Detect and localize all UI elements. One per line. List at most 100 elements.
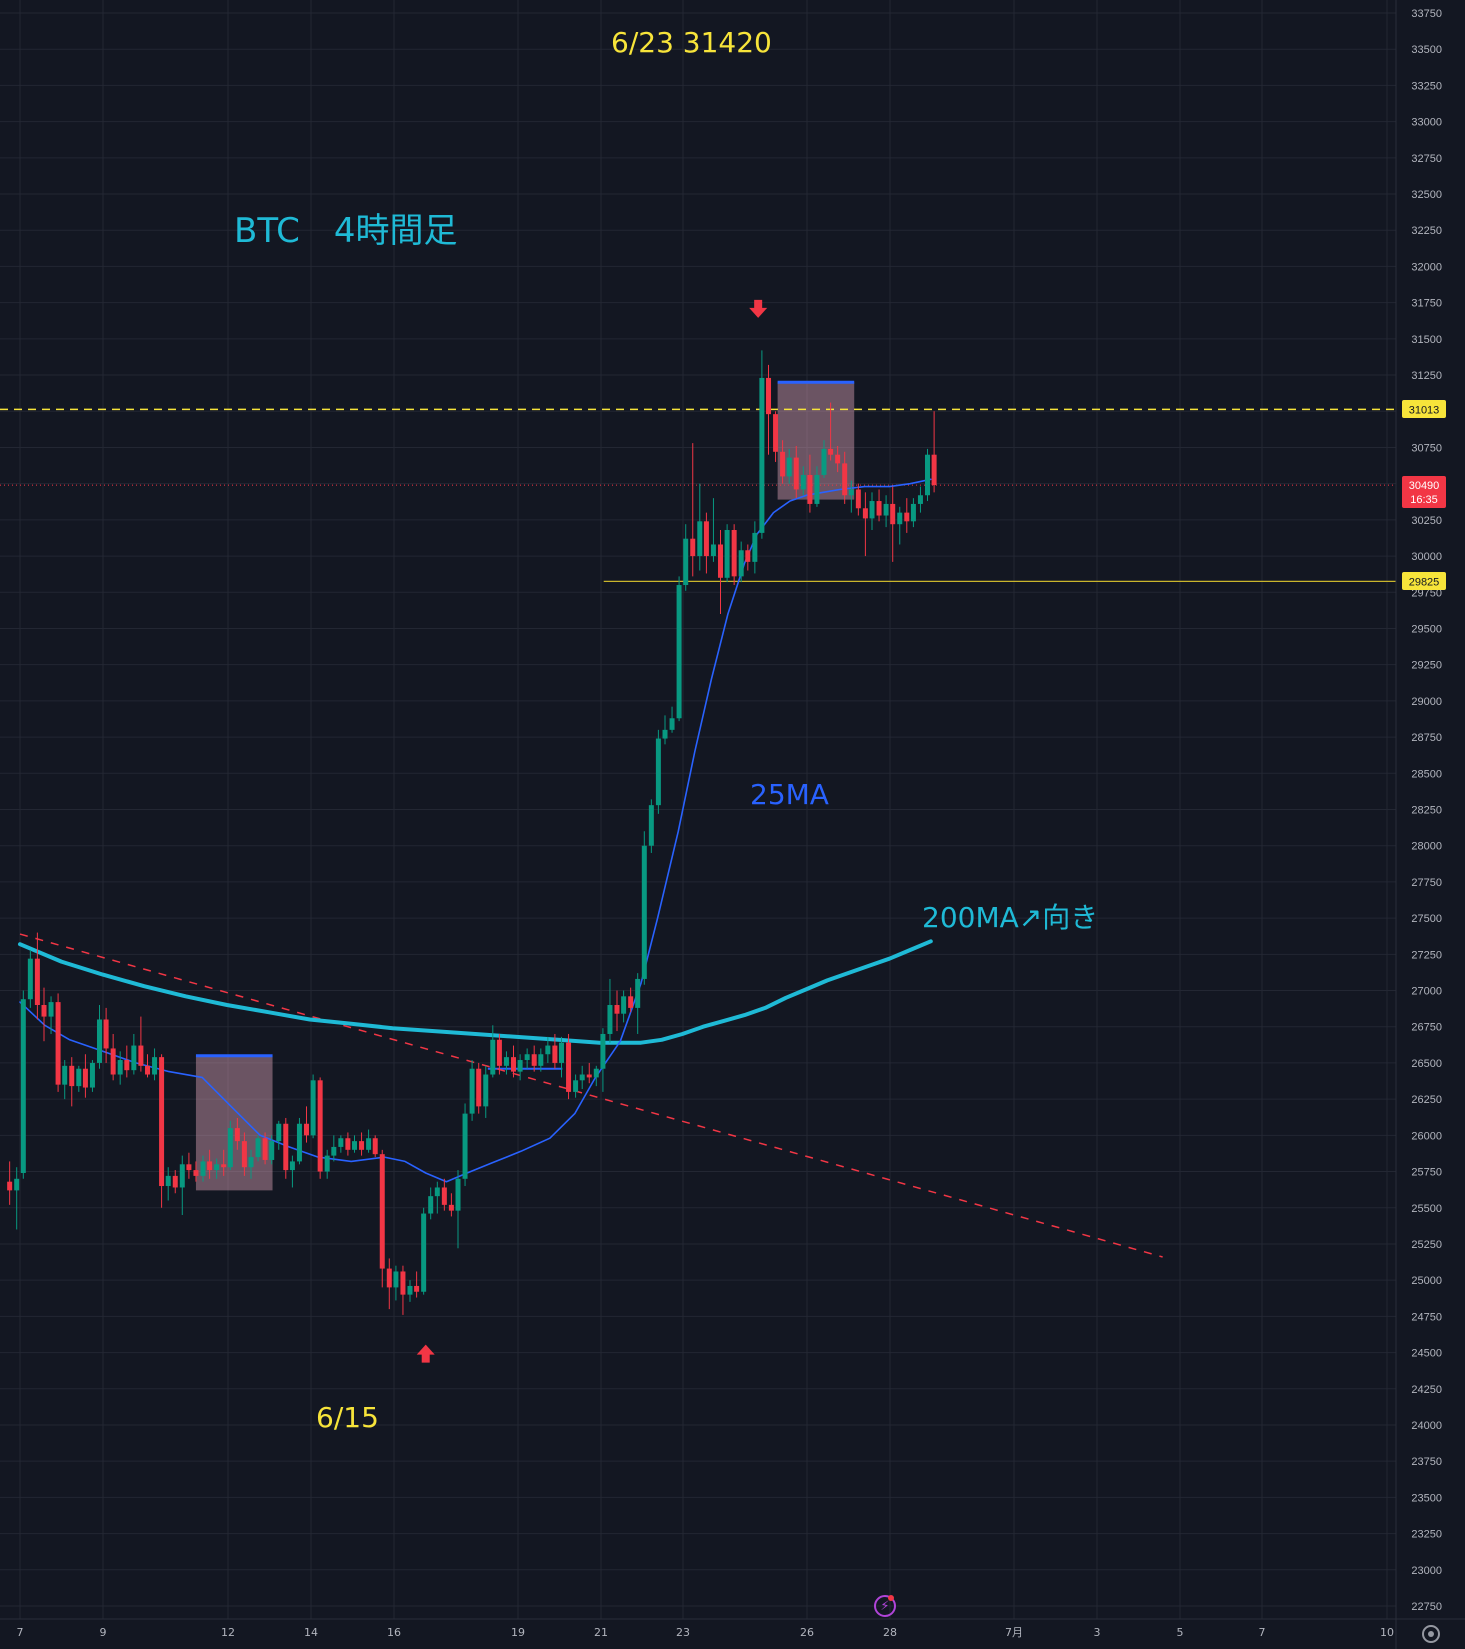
- y-tick-label: 30000: [1411, 551, 1442, 563]
- candle-down: [476, 1062, 482, 1114]
- candle-body: [428, 1196, 434, 1214]
- candle-up: [62, 1060, 68, 1100]
- candle-down: [234, 1117, 240, 1150]
- candle-body: [303, 1123, 309, 1136]
- candle-up: [14, 1167, 20, 1230]
- y-tick-label: 27500: [1411, 913, 1442, 925]
- current-price-tag: 30490 16:35: [1402, 476, 1446, 508]
- candle-body: [786, 457, 792, 477]
- y-tick-label: 25250: [1411, 1239, 1442, 1251]
- candle-down: [855, 483, 861, 516]
- candle-body: [283, 1123, 289, 1171]
- price-axis[interactable]: 22750 23000 23250 23500 23750 24000 24250 24500…: [1411, 8, 1442, 1613]
- support-price-tag: 29825: [1402, 572, 1446, 590]
- candle-up: [338, 1135, 344, 1153]
- candle-up: [131, 1033, 137, 1075]
- candle-body: [407, 1285, 413, 1295]
- candle-down: [496, 1033, 502, 1075]
- x-tick-label: 16: [387, 1626, 401, 1639]
- candle-body: [490, 1039, 496, 1075]
- candle-up: [545, 1036, 551, 1063]
- candle-body: [179, 1164, 185, 1188]
- y-tick-label: 24500: [1411, 1348, 1442, 1360]
- candle-body: [103, 1019, 109, 1049]
- y-tick-label: 22750: [1411, 1601, 1442, 1613]
- candle-up: [607, 978, 613, 1043]
- candle-up: [269, 1135, 275, 1165]
- candle-body: [766, 377, 772, 415]
- lightning-bolt-icon[interactable]: ⚡: [874, 1595, 896, 1617]
- candle-up: [227, 1120, 233, 1171]
- candle-body: [448, 1204, 454, 1211]
- y-tick-label: 29750: [1411, 587, 1442, 599]
- candle-body: [124, 1060, 130, 1071]
- candle-body: [690, 538, 696, 557]
- candle-body: [793, 457, 799, 490]
- candle-body: [34, 958, 40, 1006]
- candle-body: [386, 1268, 392, 1288]
- candle-up: [352, 1135, 358, 1153]
- candle-body: [186, 1164, 192, 1171]
- candle-body: [227, 1128, 233, 1168]
- candle-body: [82, 1068, 88, 1088]
- ma25-annotation: 25MA: [750, 778, 829, 811]
- candle-down: [448, 1193, 454, 1217]
- candle-up: [600, 1028, 606, 1092]
- candle-down: [193, 1161, 199, 1182]
- x-tick-label: 7: [17, 1626, 24, 1639]
- candle-up: [366, 1129, 372, 1153]
- candle-up: [407, 1280, 413, 1302]
- downtrend-line: [19, 933, 1163, 1258]
- candle-body: [897, 512, 903, 525]
- candle-body: [800, 474, 806, 490]
- candle-up: [579, 1065, 585, 1089]
- candle-body: [469, 1068, 475, 1114]
- candle-up: [490, 1025, 496, 1078]
- candle-up: [669, 706, 675, 733]
- y-tick-label: 32000: [1411, 261, 1442, 273]
- time-axis[interactable]: 7 9 12 14 16 19 21 23 26 28 7月 3 5 7 10: [17, 1626, 1395, 1639]
- candle-body: [559, 1042, 565, 1063]
- candle-down: [303, 1106, 309, 1143]
- arrow-down-icon: [749, 299, 768, 318]
- candle-body: [669, 718, 675, 730]
- x-tick-label: 14: [304, 1626, 318, 1639]
- candle-body: [848, 489, 854, 496]
- candle-up: [559, 1036, 565, 1078]
- candle-down: [55, 993, 61, 1092]
- resistance-price-tag: 31013: [1402, 400, 1446, 418]
- x-tick-label: 28: [883, 1626, 897, 1639]
- candle-body: [110, 1048, 116, 1075]
- candle-down: [7, 1161, 13, 1205]
- candle-body: [165, 1175, 171, 1187]
- chart-title: BTC 4時間足: [234, 211, 458, 251]
- candle-up: [462, 1103, 468, 1187]
- candle-down: [414, 1271, 420, 1298]
- candle-body: [455, 1178, 461, 1211]
- candle-body: [697, 521, 703, 557]
- candle-body: [55, 1002, 61, 1085]
- candle-body: [641, 845, 647, 979]
- candle-body: [538, 1054, 544, 1066]
- candle-body: [635, 978, 641, 1008]
- candle-up: [428, 1187, 434, 1220]
- candle-body: [14, 1178, 20, 1191]
- y-tick-label: 29000: [1411, 696, 1442, 708]
- candle-body: [876, 501, 882, 516]
- candle-body: [773, 414, 779, 452]
- candle-body: [441, 1187, 447, 1205]
- candle-body: [890, 503, 896, 525]
- candle-body: [780, 451, 786, 477]
- y-tick-label: 23750: [1411, 1456, 1442, 1468]
- candle-body: [931, 454, 937, 486]
- candle-up: [724, 524, 730, 583]
- candle-up: [89, 1060, 95, 1092]
- candle-body: [338, 1138, 344, 1147]
- candle-up: [786, 448, 792, 484]
- candle-down: [400, 1265, 406, 1315]
- candle-up: [662, 715, 668, 745]
- gear-icon[interactable]: [1422, 1625, 1440, 1643]
- candle-body: [496, 1039, 502, 1066]
- y-tick-label: 27000: [1411, 986, 1442, 998]
